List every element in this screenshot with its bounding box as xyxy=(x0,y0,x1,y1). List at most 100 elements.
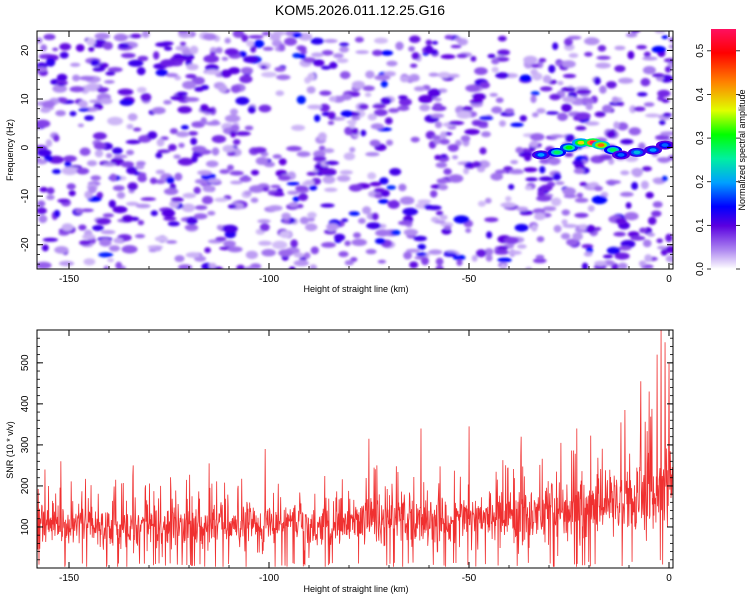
heatmap-cell xyxy=(222,224,238,233)
heatmap-cell xyxy=(121,215,134,223)
heatmap-cell xyxy=(272,154,282,159)
heatmap-cell xyxy=(134,234,146,239)
heatmap-cell xyxy=(105,71,116,76)
heatmap-cell xyxy=(576,192,584,198)
heatmap-cell xyxy=(202,185,215,193)
heatmap-cell xyxy=(108,199,117,208)
heatmap-cell xyxy=(523,55,538,65)
heatmap-cell xyxy=(552,42,559,50)
heatmap-cell xyxy=(310,246,319,255)
heatmap-cell xyxy=(463,167,470,175)
heatmap-cell xyxy=(319,90,332,96)
heatmap-cell xyxy=(102,41,113,50)
heatmap-cell xyxy=(275,90,285,96)
heatmap-cell xyxy=(178,142,185,148)
heatmap-cell xyxy=(398,95,408,100)
heatmap-cell xyxy=(120,52,136,59)
heatmap-cell xyxy=(369,139,381,147)
heatmap-cell xyxy=(223,240,236,248)
heatmap-cell xyxy=(594,260,607,267)
heatmap-cell xyxy=(155,42,169,47)
heatmap-cell xyxy=(383,71,396,77)
heatmap-cell xyxy=(454,37,463,42)
heatmap-cell xyxy=(351,238,368,246)
heatmap-cell xyxy=(489,93,498,97)
heatmap-cell xyxy=(169,128,178,135)
heatmap-cell xyxy=(165,73,179,78)
heatmap-cell xyxy=(207,178,222,184)
top-y-axis-label: Frequency (Hz) xyxy=(5,119,15,181)
heatmap-cell xyxy=(494,249,509,255)
heatmap-cell xyxy=(63,155,77,162)
heatmap-cell xyxy=(538,58,547,63)
heatmap-cell xyxy=(659,119,666,126)
colorbar-tick-label: 0.2 xyxy=(695,174,706,188)
heatmap-cell xyxy=(340,110,353,118)
heatmap-cell xyxy=(378,199,389,204)
heatmap-cell xyxy=(156,138,165,147)
heatmap-cell xyxy=(313,150,326,159)
heatmap-cell xyxy=(201,195,214,205)
heatmap-cell xyxy=(349,121,356,129)
heatmap-cell xyxy=(596,55,611,60)
heatmap-cell xyxy=(510,122,524,128)
heatmap-cell xyxy=(568,53,579,58)
heatmap-cell xyxy=(64,159,72,169)
heatmap-cell xyxy=(584,51,593,57)
heatmap-cell xyxy=(224,37,231,44)
heatmap-cell xyxy=(292,196,300,203)
heatmap-cell xyxy=(665,255,673,263)
heatmap-cell xyxy=(61,223,74,232)
heatmap-cell xyxy=(40,44,48,52)
heatmap-cell xyxy=(230,124,240,132)
heatmap-cell xyxy=(58,260,75,267)
heatmap-cell xyxy=(435,265,444,269)
heatmap-cell xyxy=(504,236,519,244)
heatmap-cell xyxy=(224,48,239,56)
heatmap-cell xyxy=(107,67,123,73)
heatmap-cell xyxy=(529,140,539,148)
heatmap-cell xyxy=(656,238,663,244)
heatmap-cell xyxy=(119,98,134,106)
heatmap-cell xyxy=(43,33,56,41)
heatmap-cell xyxy=(452,155,458,160)
heatmap-cell xyxy=(523,167,538,173)
heatmap-cell xyxy=(661,35,669,40)
heatmap-cell xyxy=(307,72,316,81)
heatmap-cell xyxy=(243,55,259,64)
heatmap-cell xyxy=(362,85,375,92)
heatmap-cell xyxy=(538,176,554,182)
heatmap-cell xyxy=(629,105,637,114)
heatmap-cell xyxy=(241,34,249,42)
heatmap-cell xyxy=(163,100,172,105)
heatmap-cell xyxy=(250,197,259,203)
heatmap-cell xyxy=(343,152,356,161)
heatmap-cell xyxy=(37,207,47,215)
heatmap-cell xyxy=(532,208,546,214)
heatmap-ridge xyxy=(532,138,673,160)
heatmap-cell xyxy=(425,39,433,46)
heatmap-cell xyxy=(154,246,162,252)
heatmap-cell xyxy=(452,254,466,261)
heatmap-cell xyxy=(479,115,494,121)
y-tick-label: 100 xyxy=(20,518,31,535)
heatmap-cell xyxy=(497,35,507,42)
heatmap-cell xyxy=(194,179,207,184)
heatmap-cell xyxy=(519,115,527,122)
heatmap-cell xyxy=(562,96,577,103)
heatmap-cell xyxy=(204,107,215,113)
heatmap-cell xyxy=(174,75,182,81)
heatmap-cell xyxy=(296,151,311,158)
heatmap-cell xyxy=(188,131,198,136)
heatmap-cell xyxy=(365,152,380,157)
heatmap-cell xyxy=(530,91,540,96)
heatmap-cell xyxy=(379,177,389,185)
heatmap-cell xyxy=(594,111,606,118)
heatmap-cell xyxy=(78,107,90,112)
heatmap-cell xyxy=(561,209,570,216)
heatmap-cell xyxy=(665,233,673,243)
heatmap-cell xyxy=(186,216,198,225)
heatmap-cell xyxy=(229,170,244,176)
heatmap-cell xyxy=(406,248,420,253)
